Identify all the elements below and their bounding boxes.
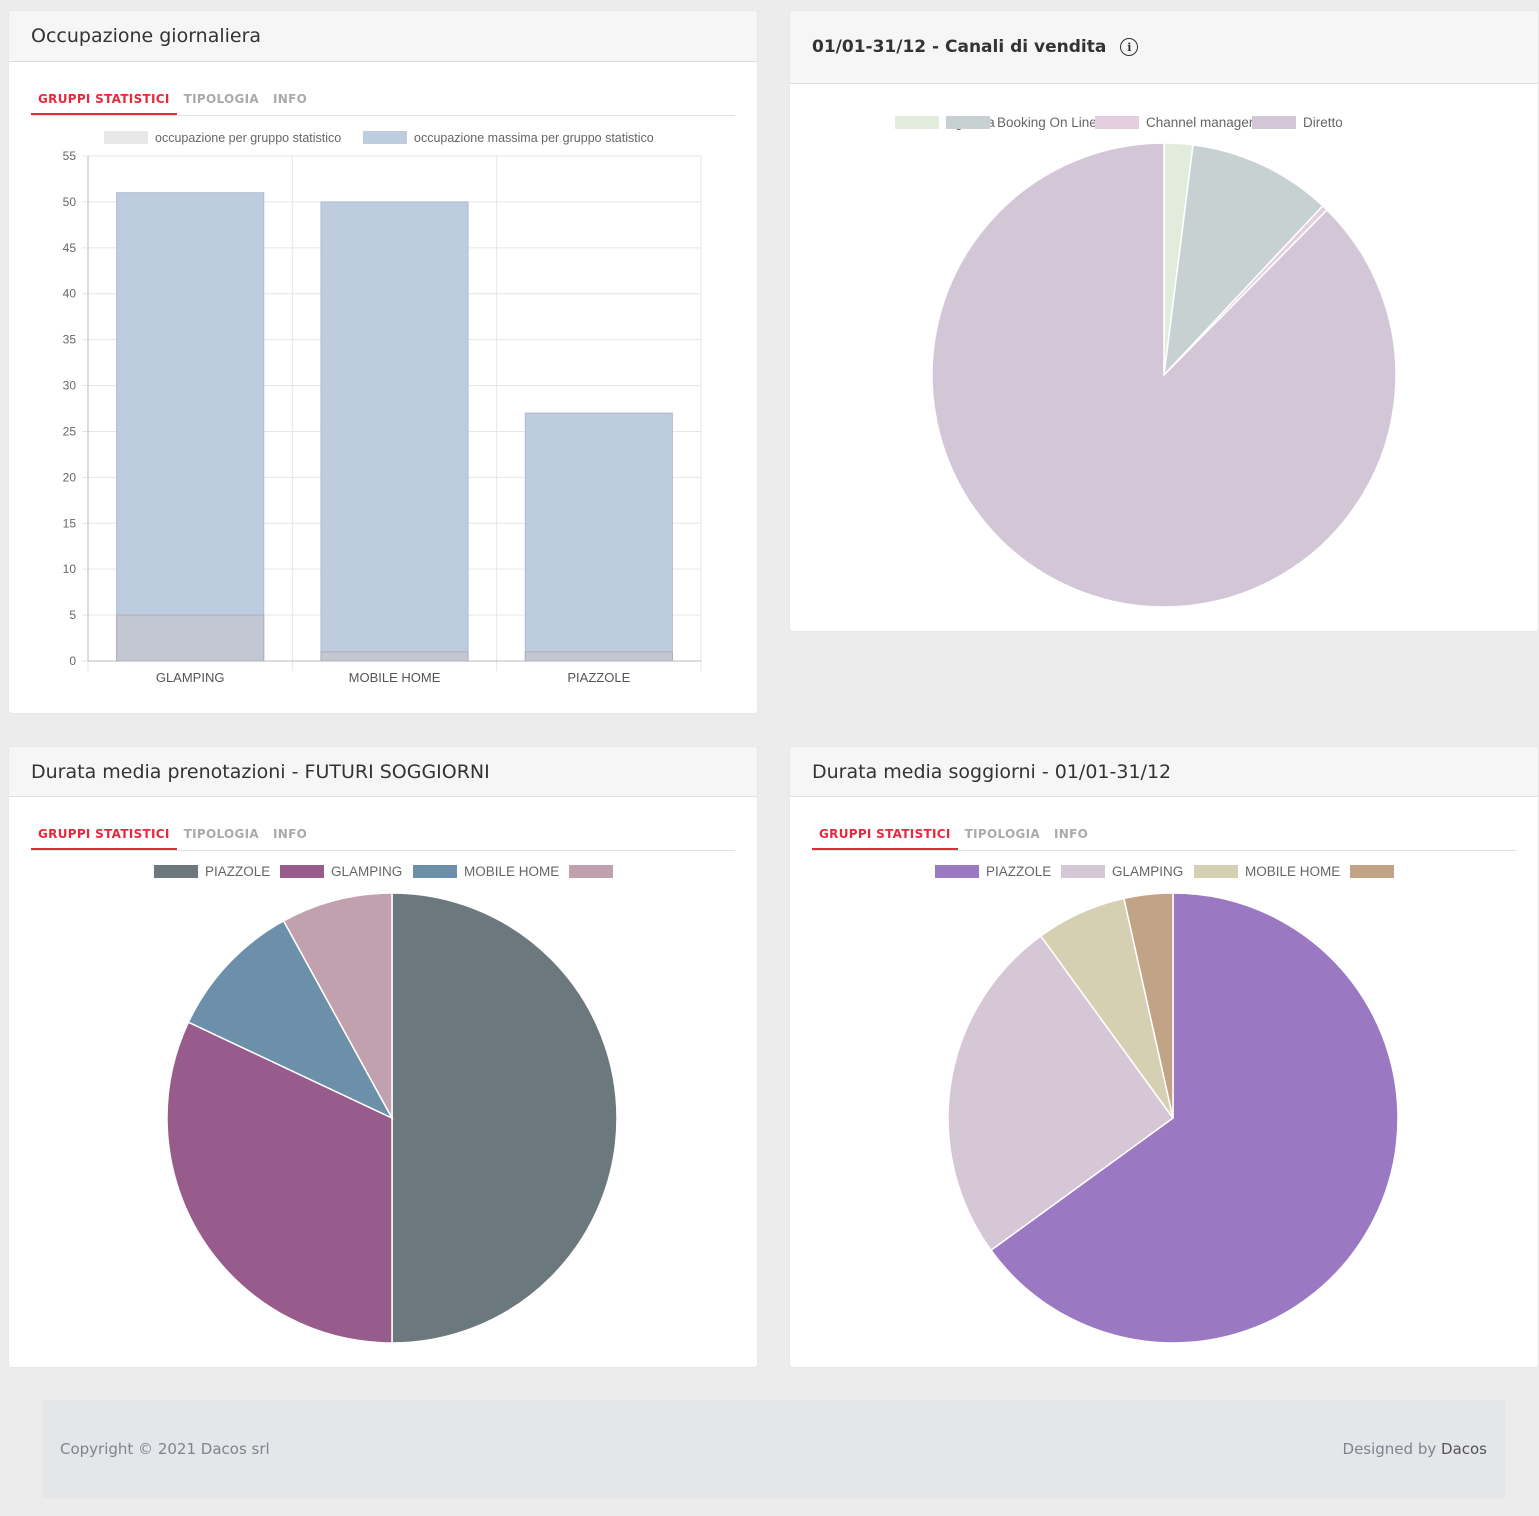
pie-slice xyxy=(947,934,1175,1252)
copyright-text: Copyright © 2021 Dacos srl xyxy=(60,1440,270,1458)
pie-slice xyxy=(931,142,1397,608)
bar-occupancy xyxy=(524,651,673,662)
future-stays-card: Durata media prenotazioni - FUTURI SOGGI… xyxy=(9,747,757,1367)
legend-label: MOBILE HOME xyxy=(1245,864,1340,879)
legend-swatch xyxy=(1252,116,1296,129)
y-tick-label: 10 xyxy=(63,562,77,576)
avg-stays-header: Durata media soggiorni - 01/01-31/12 xyxy=(790,747,1538,797)
legend-swatch xyxy=(895,116,939,129)
sales-channels-card: 01/01-31/12 - Canali di vendita i Agenzi… xyxy=(790,11,1538,631)
y-tick-label: 50 xyxy=(63,195,77,209)
legend-swatch xyxy=(154,865,198,878)
occupancy-tabs: GRUPPI STATISTICI TIPOLOGIA INFO xyxy=(31,87,735,116)
tab-tipologia[interactable]: TIPOLOGIA xyxy=(183,92,260,106)
bar-occupancy xyxy=(116,614,265,662)
designed-by-label: Designed by xyxy=(1342,1440,1437,1458)
avg-stays-tabs: GRUPPI STATISTICI TIPOLOGIA INFO xyxy=(812,822,1516,851)
tab-tipologia[interactable]: TIPOLOGIA xyxy=(183,827,260,841)
x-tick-label: GLAMPING xyxy=(156,670,225,685)
legend-label: Booking On Line xyxy=(997,115,1097,130)
legend-label: PIAZZOLE xyxy=(205,864,270,879)
legend-label: occupazione per gruppo statistico xyxy=(155,131,341,145)
pie-slice xyxy=(187,919,394,1120)
legend-label: GLAMPING xyxy=(331,864,402,879)
avg-stays-card: Durata media soggiorni - 01/01-31/12 GRU… xyxy=(790,747,1538,1367)
y-tick-label: 5 xyxy=(69,608,76,622)
legend-swatch xyxy=(413,865,457,878)
sales-channels-header: 01/01-31/12 - Canali di vendita i xyxy=(790,11,1538,84)
legend-swatch xyxy=(569,865,613,878)
legend-swatch xyxy=(1350,865,1394,878)
legend-label: Diretto xyxy=(1303,115,1343,130)
x-tick-label: PIAZZOLE xyxy=(567,670,630,685)
pie-slice xyxy=(391,892,618,1344)
tab-tipologia[interactable]: TIPOLOGIA xyxy=(964,827,1041,841)
y-tick-label: 30 xyxy=(63,379,77,393)
pie-slice xyxy=(166,1021,393,1344)
y-tick-label: 45 xyxy=(63,241,77,255)
y-tick-label: 25 xyxy=(63,424,77,438)
avg-stays-pie-chart: PIAZZOLE GLAMPING MOBILE HOME xyxy=(935,864,1399,1344)
tab-info[interactable]: INFO xyxy=(273,92,308,106)
legend-label: GLAMPING xyxy=(1112,864,1183,879)
footer: Copyright © 2021 Dacos srl Designed by D… xyxy=(42,1400,1505,1498)
pie-slice xyxy=(282,892,393,1119)
occupancy-card-header: Occupazione giornaliera xyxy=(9,11,757,62)
x-tick-label: MOBILE HOME xyxy=(349,670,441,685)
tab-info[interactable]: INFO xyxy=(1054,827,1089,841)
legend-swatch xyxy=(1095,116,1139,129)
legend-swatch xyxy=(280,865,324,878)
future-stays-tabs: GRUPPI STATISTICI TIPOLOGIA INFO xyxy=(31,822,735,851)
y-tick-label: 20 xyxy=(63,470,77,484)
pie-slice xyxy=(1162,143,1324,378)
tab-gruppi-statistici[interactable]: GRUPPI STATISTICI xyxy=(31,87,177,115)
card-title: Durata media prenotazioni - FUTURI SOGGI… xyxy=(31,760,490,783)
y-tick-label: 40 xyxy=(63,287,77,301)
legend-swatch xyxy=(1061,865,1105,878)
legend-swatch xyxy=(363,131,407,144)
pie-slice xyxy=(1123,892,1174,1119)
legend-swatch xyxy=(946,116,990,129)
card-title: 01/01-31/12 - Canali di vendita xyxy=(812,37,1107,57)
tab-info[interactable]: INFO xyxy=(273,827,308,841)
bar-max-occupancy xyxy=(116,192,265,662)
legend-swatch xyxy=(104,131,148,144)
legend-label: Channel manager xyxy=(1146,115,1254,130)
future-stays-pie-chart: PIAZZOLE GLAMPING MOBILE HOME xyxy=(154,864,618,1344)
y-tick-label: 35 xyxy=(63,333,77,347)
future-stays-header: Durata media prenotazioni - FUTURI SOGGI… xyxy=(9,747,757,797)
legend-swatch xyxy=(935,865,979,878)
y-tick-label: 55 xyxy=(63,149,77,163)
legend-label: occupazione massima per gruppo statistic… xyxy=(414,131,654,145)
y-tick-label: 0 xyxy=(69,654,76,668)
pie-slice xyxy=(989,892,1399,1344)
occupancy-card: Occupazione giornaliera GRUPPI STATISTIC… xyxy=(9,11,757,713)
bar-max-occupancy xyxy=(524,412,673,662)
legend-label: MOBILE HOME xyxy=(464,864,559,879)
legend-label: PIAZZOLE xyxy=(986,864,1051,879)
legend-swatch xyxy=(1194,865,1238,878)
info-icon[interactable]: i xyxy=(1120,38,1139,56)
occupancy-bar-chart: 0 5 10 15 20 25 30 35 40 45 50 55 GLAMPING MOBILE HOM… xyxy=(63,131,702,685)
card-title: Durata media soggiorni - 01/01-31/12 xyxy=(812,760,1172,783)
y-tick-label: 15 xyxy=(63,516,77,530)
bar-max-occupancy xyxy=(320,201,469,662)
card-title: Occupazione giornaliera xyxy=(31,25,262,47)
tab-gruppi-statistici[interactable]: GRUPPI STATISTICI xyxy=(812,822,958,850)
bar-occupancy xyxy=(320,651,469,662)
designer-link[interactable]: Dacos xyxy=(1441,1440,1487,1458)
designed-by: Designed by Dacos xyxy=(1343,1440,1487,1458)
tab-gruppi-statistici[interactable]: GRUPPI STATISTICI xyxy=(31,822,177,850)
